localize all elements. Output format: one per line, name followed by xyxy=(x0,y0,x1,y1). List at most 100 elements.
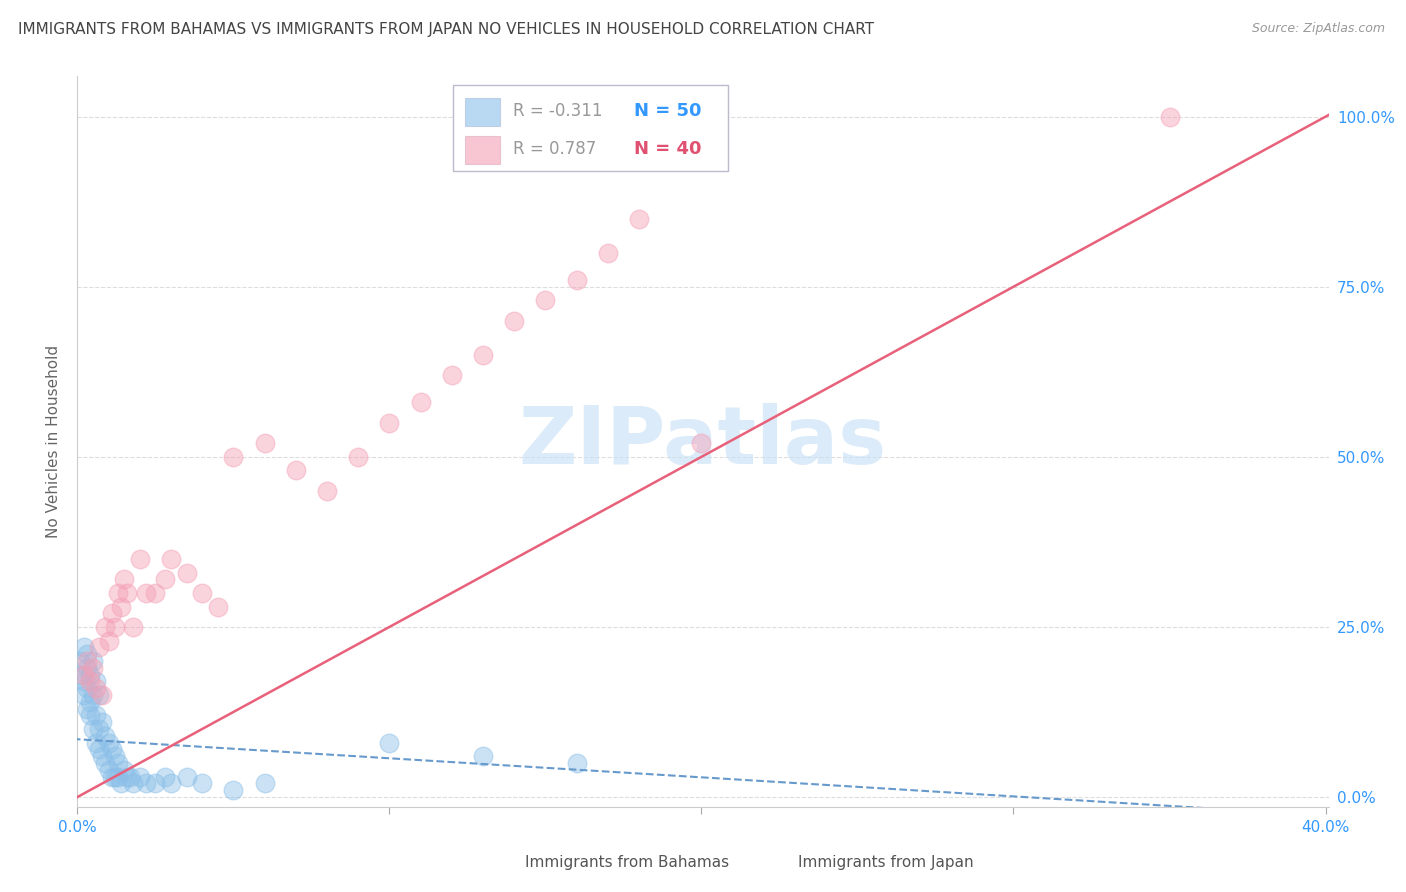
Text: ZIPatlas: ZIPatlas xyxy=(519,402,887,481)
Point xyxy=(117,586,139,600)
Point xyxy=(191,776,214,790)
Point xyxy=(104,620,127,634)
Point xyxy=(253,776,276,790)
Point xyxy=(107,756,129,770)
Point xyxy=(120,770,142,784)
Point xyxy=(82,688,104,702)
Point xyxy=(97,736,120,750)
Text: N = 40: N = 40 xyxy=(634,140,702,158)
Point xyxy=(128,770,150,784)
Point xyxy=(104,770,127,784)
Point xyxy=(153,770,176,784)
FancyBboxPatch shape xyxy=(763,851,790,873)
Text: IMMIGRANTS FROM BAHAMAS VS IMMIGRANTS FROM JAPAN NO VEHICLES IN HOUSEHOLD CORREL: IMMIGRANTS FROM BAHAMAS VS IMMIGRANTS FR… xyxy=(18,22,875,37)
Point xyxy=(110,599,132,614)
Point xyxy=(76,681,98,696)
Point xyxy=(112,763,135,777)
Point xyxy=(503,314,526,328)
Text: Source: ZipAtlas.com: Source: ZipAtlas.com xyxy=(1251,22,1385,36)
Point xyxy=(409,395,432,409)
Point xyxy=(76,661,98,675)
Point xyxy=(122,620,145,634)
Point xyxy=(69,667,91,681)
Point xyxy=(104,749,127,764)
Point xyxy=(153,572,176,586)
Point xyxy=(207,599,229,614)
Point xyxy=(91,715,114,730)
Point xyxy=(72,640,94,655)
Point xyxy=(284,463,307,477)
FancyBboxPatch shape xyxy=(491,851,517,873)
Point xyxy=(143,776,166,790)
Point xyxy=(89,722,111,736)
Point xyxy=(143,586,166,600)
Point xyxy=(72,667,94,681)
Point xyxy=(316,483,339,498)
Point xyxy=(69,654,91,668)
Point xyxy=(222,450,245,464)
Point xyxy=(534,293,557,308)
Point xyxy=(253,436,276,450)
Point xyxy=(112,572,135,586)
Point xyxy=(107,770,129,784)
Point xyxy=(82,661,104,675)
Point xyxy=(97,763,120,777)
Point xyxy=(79,708,101,723)
Text: R = 0.787: R = 0.787 xyxy=(513,140,596,158)
Point xyxy=(100,742,122,756)
Point xyxy=(117,770,139,784)
Point xyxy=(94,756,117,770)
Point xyxy=(378,416,401,430)
Point xyxy=(82,654,104,668)
Point xyxy=(596,245,619,260)
Point xyxy=(110,776,132,790)
Text: R = -0.311: R = -0.311 xyxy=(513,102,602,120)
Point xyxy=(76,647,98,661)
Point xyxy=(76,654,98,668)
Point xyxy=(176,566,198,580)
Point xyxy=(72,674,94,689)
FancyBboxPatch shape xyxy=(465,98,501,126)
Point xyxy=(160,776,183,790)
Point xyxy=(84,708,107,723)
Point xyxy=(89,742,111,756)
Point xyxy=(94,729,117,743)
Point xyxy=(222,783,245,797)
Text: Immigrants from Japan: Immigrants from Japan xyxy=(799,855,974,870)
Point xyxy=(76,701,98,715)
Point xyxy=(565,756,588,770)
Text: Immigrants from Bahamas: Immigrants from Bahamas xyxy=(526,855,730,870)
Point xyxy=(94,620,117,634)
Point xyxy=(72,688,94,702)
Point xyxy=(135,586,157,600)
Point xyxy=(100,607,122,621)
Point xyxy=(472,749,495,764)
Point xyxy=(89,688,111,702)
Point xyxy=(79,667,101,681)
Point xyxy=(79,674,101,689)
Point xyxy=(100,770,122,784)
Point xyxy=(160,552,183,566)
Point xyxy=(176,770,198,784)
Point xyxy=(135,776,157,790)
Point xyxy=(122,776,145,790)
Point xyxy=(84,736,107,750)
Point xyxy=(128,552,150,566)
Point xyxy=(690,436,713,450)
Point xyxy=(628,211,651,226)
FancyBboxPatch shape xyxy=(453,85,728,171)
Point xyxy=(79,695,101,709)
Point xyxy=(84,674,107,689)
Point xyxy=(440,368,463,383)
Point xyxy=(565,273,588,287)
Point xyxy=(89,640,111,655)
Point xyxy=(97,633,120,648)
Point xyxy=(84,681,107,696)
Point xyxy=(91,688,114,702)
Point xyxy=(347,450,370,464)
Point xyxy=(107,586,129,600)
Point xyxy=(472,348,495,362)
Text: N = 50: N = 50 xyxy=(634,102,702,120)
Point xyxy=(1159,110,1181,124)
Y-axis label: No Vehicles in Household: No Vehicles in Household xyxy=(46,345,62,538)
